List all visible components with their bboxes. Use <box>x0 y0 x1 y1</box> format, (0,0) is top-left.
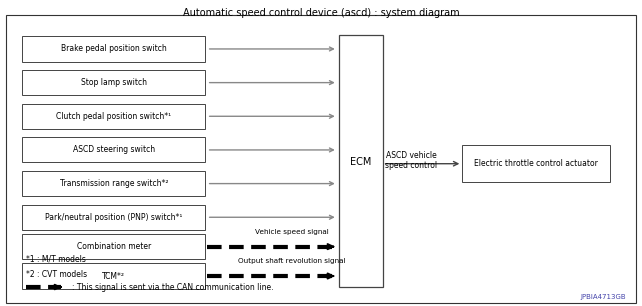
Bar <box>22 137 205 162</box>
Text: Stop lamp switch: Stop lamp switch <box>81 78 147 87</box>
Text: Electric throttle control actuator: Electric throttle control actuator <box>474 159 598 168</box>
Bar <box>22 171 205 196</box>
Text: JPBIA4713GB: JPBIA4713GB <box>580 294 626 300</box>
Bar <box>22 70 205 95</box>
Bar <box>22 104 205 129</box>
Text: ASCD vehicle
speed control: ASCD vehicle speed control <box>385 151 437 170</box>
Bar <box>22 234 205 259</box>
Bar <box>22 205 205 230</box>
Text: Clutch pedal position switch*¹: Clutch pedal position switch*¹ <box>56 112 171 121</box>
Text: *2 : CVT models: *2 : CVT models <box>26 270 87 279</box>
Text: Output shaft revolution signal: Output shaft revolution signal <box>238 258 345 264</box>
Text: TCM*²: TCM*² <box>103 271 125 281</box>
Text: Combination meter: Combination meter <box>77 242 151 251</box>
Text: Brake pedal position switch: Brake pedal position switch <box>61 44 167 54</box>
Text: Automatic speed control device (ascd) : system diagram: Automatic speed control device (ascd) : … <box>183 8 459 18</box>
Text: ASCD steering switch: ASCD steering switch <box>73 145 155 155</box>
Bar <box>462 145 610 182</box>
Bar <box>339 35 383 287</box>
Text: Transmission range switch*²: Transmission range switch*² <box>60 179 168 188</box>
Text: *1 : M/T models: *1 : M/T models <box>26 255 85 263</box>
Text: Vehicle speed signal: Vehicle speed signal <box>255 229 328 235</box>
Text: ECM: ECM <box>350 157 372 167</box>
Bar <box>22 263 205 289</box>
Text: Park/neutral position (PNP) switch*¹: Park/neutral position (PNP) switch*¹ <box>46 213 182 222</box>
Text: : This signal is sent via the CAN communication line.: : This signal is sent via the CAN commun… <box>72 282 273 292</box>
Bar <box>22 36 205 62</box>
